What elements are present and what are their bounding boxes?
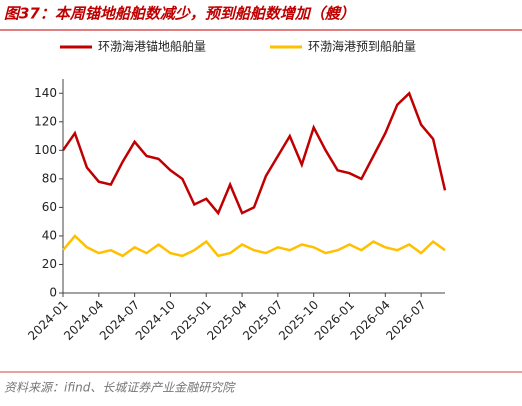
series-line <box>61 91 447 216</box>
y-tick-label: 120 <box>34 114 57 128</box>
legend-label: 环渤海港预到船舶量 <box>308 39 416 54</box>
series-line <box>62 234 446 258</box>
y-tick-label: 40 <box>42 228 57 242</box>
legend-label: 环渤海港锚地船舶量 <box>98 39 206 54</box>
y-tick-label: 140 <box>34 86 57 100</box>
y-tick-label: 0 <box>49 286 57 300</box>
y-tick-label: 100 <box>34 143 57 157</box>
x-tick-label: 2026-07 <box>383 298 428 343</box>
source-note: 资料来源：ifind、长城证券产业金融研究院 <box>4 381 236 395</box>
y-tick-label: 20 <box>42 257 57 271</box>
y-tick-label: 60 <box>42 200 57 214</box>
y-tick-label: 80 <box>42 171 57 185</box>
chart-title: 图37：本周锚地船舶数减少，预到船舶数增加（艘） <box>4 5 355 23</box>
